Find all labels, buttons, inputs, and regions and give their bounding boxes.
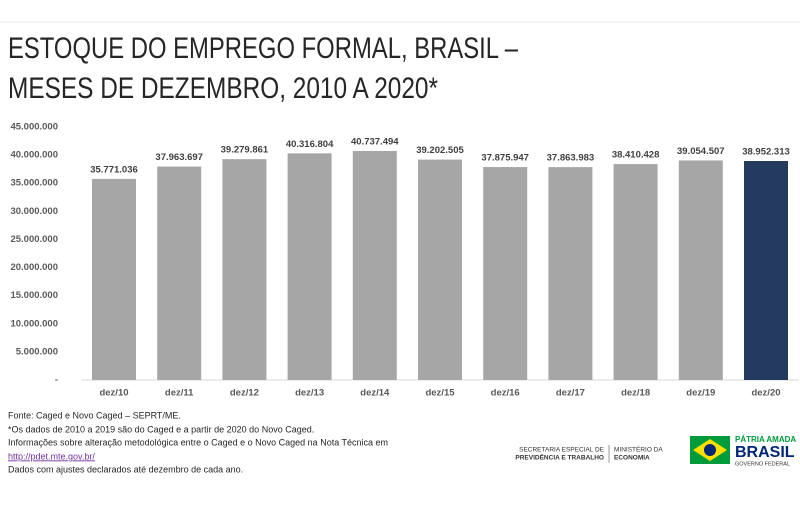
link[interactable]: http://pdet.mte.gov.br/ (8, 451, 95, 461)
logo-text: BRASIL (735, 444, 795, 461)
x-tick-label: dez/16 (491, 388, 520, 399)
y-tick-label: - (55, 375, 58, 386)
value-label: 35.771.036 (90, 164, 138, 175)
value-label: 40.316.804 (286, 139, 334, 150)
x-tick-label: dez/11 (165, 388, 194, 399)
logo-text: ECONOMIA (614, 455, 650, 462)
bar (352, 150, 397, 380)
y-tick-label: 20.000.000 (10, 262, 58, 273)
x-tick-label: dez/14 (360, 388, 390, 399)
bar (92, 178, 136, 380)
x-tick-label: dez/19 (686, 388, 715, 399)
value-label: 38.410.428 (612, 150, 660, 161)
bar (157, 166, 202, 380)
value-label: 38.952.313 (742, 147, 790, 158)
value-label: 37.875.947 (481, 153, 529, 164)
logo-text: PÁTRIA AMADA (735, 435, 796, 444)
x-tick-label: dez/13 (295, 388, 324, 399)
bar (548, 167, 593, 380)
logo-text: MINISTÉRIO DA (614, 445, 663, 454)
x-tick-label: dez/10 (99, 388, 128, 399)
value-label: 37.863.983 (547, 153, 595, 164)
value-label: 39.054.507 (677, 146, 725, 157)
logo-text: SECRETARIA ESPECIAL DE (519, 447, 605, 454)
x-tick-label: dez/12 (230, 388, 259, 399)
footnote: *Os dados de 2010 a 2019 são do Caged e … (8, 424, 314, 434)
y-tick-label: 5.000.000 (16, 346, 58, 357)
bar (222, 159, 267, 380)
x-tick-label: dez/20 (751, 388, 780, 399)
value-label: 39.202.505 (416, 145, 464, 156)
value-label: 40.737.494 (351, 136, 399, 147)
bar (613, 164, 658, 380)
y-tick-label: 30.000.000 (10, 206, 58, 217)
x-tick-label: dez/17 (556, 388, 585, 399)
x-tick-label: dez/15 (425, 388, 455, 399)
y-tick-label: 35.000.000 (10, 178, 58, 189)
y-tick-label: 10.000.000 (10, 318, 58, 329)
x-tick-label: dez/18 (621, 388, 650, 399)
logo-text: GOVERNO FEDERAL (735, 461, 790, 467)
y-tick-label: 40.000.000 (10, 150, 58, 161)
bar (744, 161, 788, 380)
value-label: 39.279.861 (221, 145, 269, 156)
logo-text: PREVIDÊNCIA E TRABALHO (515, 453, 604, 462)
chart-title: ESTOQUE DO EMPREGO FORMAL, BRASIL – (8, 32, 518, 65)
flag-logo (690, 436, 730, 464)
bar (678, 160, 723, 380)
bar (418, 159, 462, 380)
y-tick-label: 15.000.000 (10, 290, 58, 301)
y-tick-label: 25.000.000 (10, 234, 58, 245)
chart-title: MESES DE DEZEMBRO, 2010 A 2020* (8, 72, 438, 105)
footnote: Dados com ajustes declarados até dezembr… (8, 464, 243, 474)
bar (287, 153, 332, 380)
footnote: Informações sobre alteração metodológica… (8, 437, 388, 447)
bar (483, 167, 528, 380)
value-label: 37.963.697 (155, 152, 203, 163)
y-tick-label: 45.000.000 (10, 122, 58, 133)
footnote: Fonte: Caged e Novo Caged – SEPRT/ME. (8, 410, 181, 420)
